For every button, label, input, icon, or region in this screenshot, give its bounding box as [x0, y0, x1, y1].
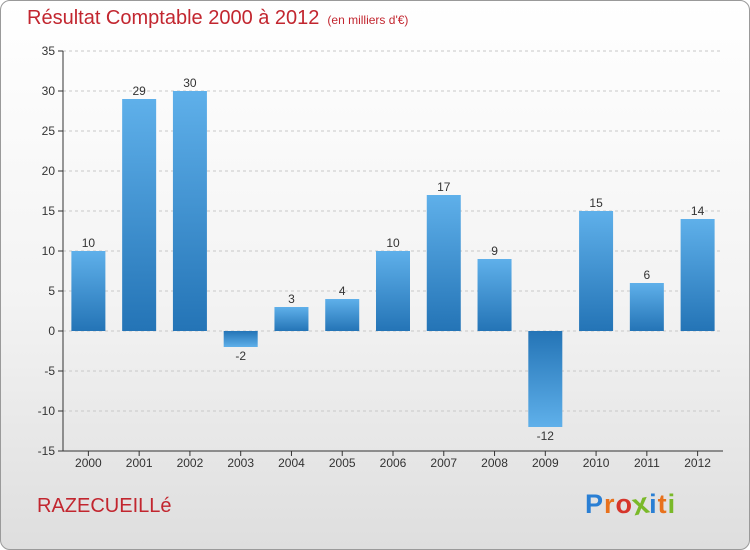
bar-value-label: 10: [82, 236, 96, 250]
y-tick-label: 10: [42, 244, 56, 258]
x-tick-label: 2005: [329, 456, 356, 470]
x-tick-label: 2003: [227, 456, 254, 470]
y-tick-label: 25: [42, 124, 56, 138]
x-tick-label: 2001: [126, 456, 153, 470]
bar: [477, 259, 512, 331]
bar-value-label: -2: [235, 349, 246, 363]
x-tick-label: 2010: [583, 456, 610, 470]
bar-value-label: -12: [537, 429, 555, 443]
logo-letter: t: [657, 489, 668, 519]
logo-letter: o: [615, 489, 634, 519]
bar: [223, 331, 258, 347]
bar: [71, 251, 106, 331]
bar-value-label: 17: [437, 180, 451, 194]
logo-letter: r: [604, 489, 616, 519]
y-tick-label: 0: [48, 324, 55, 338]
x-tick-label: 2012: [684, 456, 711, 470]
bar: [325, 299, 360, 331]
bar-value-label: 3: [288, 292, 295, 306]
bar-value-label: 10: [386, 236, 400, 250]
logo-letter: P: [585, 489, 605, 519]
logo-letter: i: [667, 489, 677, 519]
x-tick-label: 2008: [481, 456, 508, 470]
bar-value-label: 14: [691, 204, 705, 218]
chart-title-text: Résultat Comptable 2000 à 2012: [27, 7, 320, 29]
x-tick-label: 2011: [634, 456, 660, 470]
x-tick-label: 2002: [177, 456, 204, 470]
y-tick-label: 35: [42, 44, 56, 58]
bar: [376, 251, 410, 331]
y-tick-label: 30: [42, 84, 56, 98]
y-tick-label: -15: [38, 444, 56, 458]
bar: [172, 91, 207, 331]
bar-value-label: 15: [589, 196, 603, 210]
bar: [629, 283, 664, 331]
y-tick-label: 5: [48, 284, 55, 298]
bar: [274, 307, 309, 331]
bar-value-label: 29: [132, 84, 146, 98]
y-tick-label: 15: [42, 204, 56, 218]
x-tick-label: 2006: [380, 456, 407, 470]
logo-letter: i: [649, 489, 658, 519]
bar-value-label: 4: [339, 284, 346, 298]
chart-title: Résultat Comptable 2000 à 2012 (en millie…: [27, 7, 408, 30]
bar: [528, 331, 563, 427]
x-tick-label: 2000: [75, 456, 102, 470]
bar: [426, 195, 461, 331]
place-name: RAZECUEILLé: [37, 495, 172, 517]
x-tick-label: 2009: [532, 456, 559, 470]
y-tick-label: -5: [44, 364, 55, 378]
bar: [680, 219, 715, 331]
bar-value-label: 9: [491, 244, 498, 258]
bar: [579, 211, 614, 331]
y-tick-label: 20: [42, 164, 56, 178]
bar-value-label: 30: [183, 76, 197, 90]
bar-value-label: 6: [644, 268, 651, 282]
proxiti-logo: Proxiti: [585, 486, 677, 522]
y-tick-label: -10: [38, 404, 56, 418]
x-tick-label: 2004: [278, 456, 305, 470]
chart-subtitle: (en milliers d'€): [327, 13, 409, 27]
bar: [122, 99, 157, 331]
x-tick-label: 2007: [430, 456, 457, 470]
